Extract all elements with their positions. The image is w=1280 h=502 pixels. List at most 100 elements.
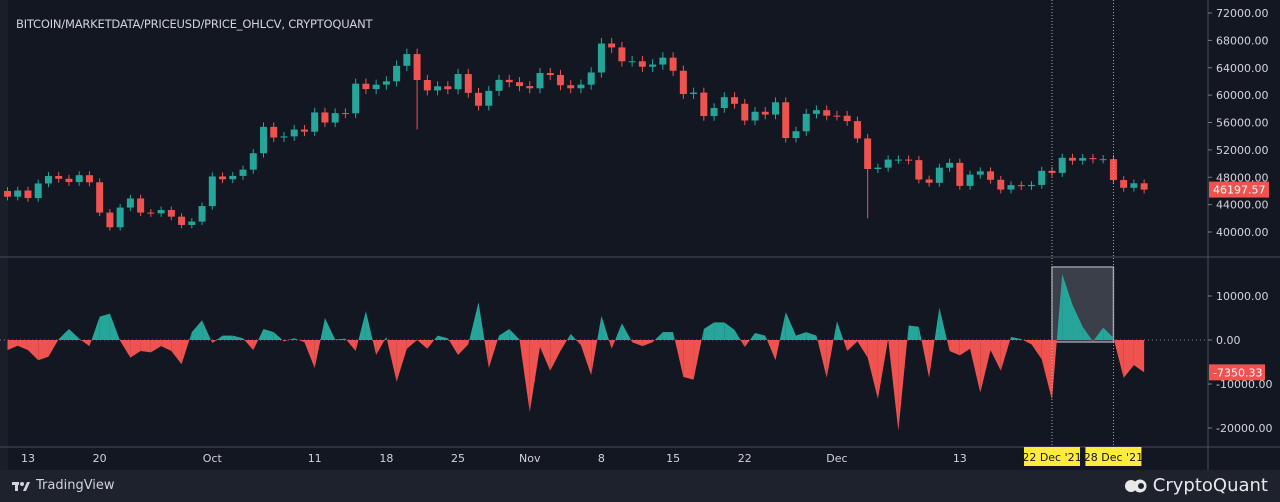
candle-body <box>966 174 974 186</box>
candle-body <box>659 57 667 65</box>
osc-area-segment <box>181 340 192 365</box>
osc-area-segment <box>744 332 756 340</box>
time-tick-label: 25 <box>451 452 465 465</box>
osc-area-segment <box>396 340 407 382</box>
candle <box>1007 181 1015 194</box>
candle-body <box>229 175 237 180</box>
candle <box>352 78 360 118</box>
candle <box>1099 155 1107 164</box>
osc-area-segment <box>1011 336 1022 340</box>
osc-area-segment <box>99 313 110 340</box>
osc-area-segment <box>324 318 336 340</box>
candle <box>638 55 646 72</box>
candle <box>167 206 175 221</box>
osc-area-segment <box>488 340 500 369</box>
candle <box>864 134 872 219</box>
candle-body <box>485 90 493 106</box>
range-date-badge <box>1085 447 1142 466</box>
candle-body <box>1079 158 1087 161</box>
osc-area-segment <box>816 340 827 378</box>
osc-area-segment <box>499 329 510 340</box>
osc-area-segment <box>171 340 182 365</box>
candle <box>884 155 892 172</box>
candle <box>700 87 708 121</box>
price-tick-label: 60000.00 <box>1216 89 1269 102</box>
osc-area-segment <box>734 329 745 340</box>
osc-area-segment <box>447 340 459 355</box>
candle <box>96 178 104 217</box>
candle-body <box>976 171 984 175</box>
candle-body <box>987 171 995 180</box>
price-tick-label: 44000.00 <box>1216 199 1269 212</box>
candle-body <box>1109 159 1117 181</box>
candle-body <box>577 84 585 89</box>
candle <box>178 213 186 229</box>
candle-body <box>843 115 851 122</box>
candle <box>65 174 73 186</box>
tradingview-logo-icon <box>12 481 30 491</box>
candle-body <box>434 86 442 91</box>
candle <box>516 77 523 92</box>
osc-area-segment <box>1051 340 1063 400</box>
osc-area-segment <box>79 338 90 340</box>
osc-area-segment <box>202 320 213 340</box>
candle <box>628 55 636 67</box>
candle <box>24 186 32 202</box>
candle-body <box>24 190 32 199</box>
candle-body <box>812 110 820 114</box>
osc-area-segment <box>970 340 981 393</box>
chart-canvas[interactable]: 72000.00 68000.00 64000.00 60000.00 56000.00… <box>0 0 1280 470</box>
tradingview-brand[interactable]: TradingView <box>12 478 115 493</box>
candle <box>741 98 749 126</box>
osc-area-segment <box>898 325 909 340</box>
candle-body <box>546 73 554 76</box>
candle-body <box>1120 180 1128 188</box>
candle <box>75 171 83 186</box>
candle-body <box>55 176 63 179</box>
candle-body <box>270 126 278 138</box>
candle <box>137 194 145 217</box>
last-price-label: 46197.57 <box>1213 184 1266 197</box>
time-tick-label: Oct <box>203 452 223 465</box>
osc-area-segment <box>785 311 796 340</box>
candle-body <box>147 212 155 214</box>
osc-area-segment <box>365 340 377 355</box>
candle <box>382 76 390 90</box>
candle <box>300 125 308 137</box>
candle-body <box>495 79 503 91</box>
candle <box>249 148 257 174</box>
candle <box>761 107 769 120</box>
candle <box>1079 153 1087 165</box>
osc-area-segment <box>263 329 274 340</box>
price-tick-label: 52000.00 <box>1216 144 1269 157</box>
candle-body <box>649 64 657 67</box>
osc-area-segment <box>847 340 858 351</box>
osc-area-segment <box>570 333 581 340</box>
candle <box>731 92 739 109</box>
candle <box>1058 153 1066 177</box>
price-tick-label: 48000.00 <box>1216 171 1269 184</box>
candle-body <box>679 70 687 95</box>
candle-body <box>618 47 626 62</box>
osc-area-segment <box>529 340 540 413</box>
osc-area-segment <box>898 340 909 432</box>
osc-area-segment <box>68 329 80 340</box>
candle-body <box>1038 170 1046 185</box>
candle-body <box>853 121 861 139</box>
time-tick-label: 11 <box>308 452 322 465</box>
osc-area-segment <box>836 340 848 351</box>
osc-tick-label: 10000.00 <box>1216 290 1269 303</box>
osc-area-segment <box>611 340 622 349</box>
candle-body <box>260 126 267 154</box>
cryptoquant-brand: CryptoQuant <box>1124 475 1268 496</box>
osc-area-segment <box>304 340 315 369</box>
candle <box>843 111 851 126</box>
candle-body <box>290 129 298 137</box>
osc-area-segment <box>89 340 100 347</box>
candle <box>147 209 155 217</box>
osc-area-segment <box>601 340 612 349</box>
candle <box>423 74 431 96</box>
osc-area-segment <box>335 338 346 340</box>
candle-body <box>454 74 462 90</box>
candle-body <box>96 182 104 213</box>
